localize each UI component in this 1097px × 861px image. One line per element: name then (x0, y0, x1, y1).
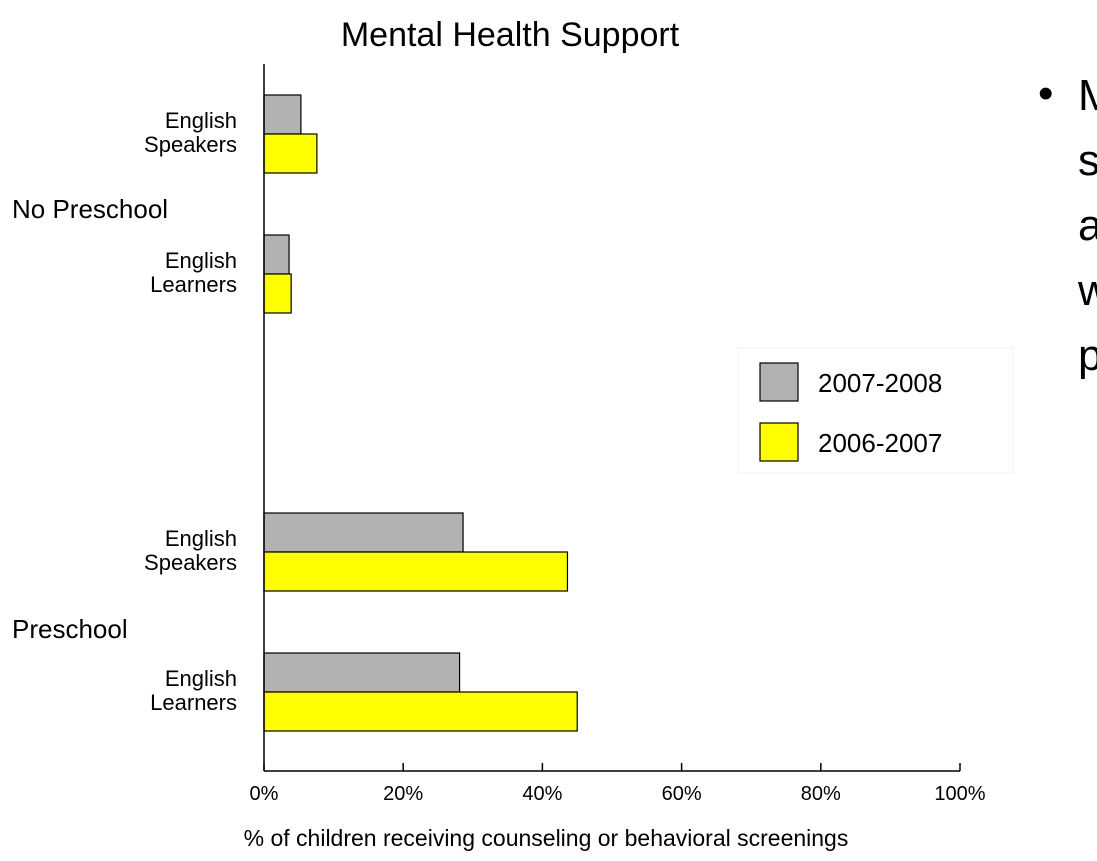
category-label: Speakers (144, 132, 237, 157)
chart-title: Mental Health Support (341, 16, 680, 54)
bar (263, 133, 318, 174)
x-tick-label: 60% (662, 783, 702, 805)
legend: 2007-2008 2006-2007 (737, 347, 1014, 474)
group-label: Preschool (12, 614, 128, 644)
x-tick-label: 80% (801, 783, 841, 805)
category-label: English (165, 666, 237, 691)
legend-label: 2006-2007 (818, 428, 942, 458)
category-label: Learners (150, 690, 237, 715)
x-axis-ticks: 0% 20% 40% 60% 80% 100% (250, 763, 986, 805)
category-label: English (165, 248, 237, 273)
category-label: English (165, 108, 237, 133)
category-label: Speakers (144, 550, 237, 575)
x-tick-label: 40% (522, 783, 562, 805)
side-text-line: s (1078, 136, 1097, 185)
category-label: English (165, 526, 237, 551)
bar (263, 94, 302, 135)
bar (263, 691, 578, 732)
group-labels: No Preschool Preschool (12, 194, 168, 644)
side-text-line: w (1077, 266, 1097, 315)
x-tick-label: 100% (934, 783, 985, 805)
x-tick-label: 0% (250, 783, 279, 805)
side-text-line: a (1078, 201, 1097, 250)
bar (263, 512, 464, 553)
legend-items: 2007-2008 2006-2007 (759, 362, 942, 462)
side-text-line: M (1078, 71, 1097, 120)
bars-layer (263, 94, 578, 732)
category-labels: EnglishSpeakersEnglishLearnersEnglishSpe… (144, 108, 237, 715)
legend-swatch (759, 422, 799, 462)
x-tick-label: 20% (383, 783, 423, 805)
group-label: No Preschool (12, 194, 168, 224)
bar (263, 551, 569, 592)
category-label: Learners (150, 272, 237, 297)
side-text-line: p (1078, 331, 1097, 380)
bullet-glyph: • (1038, 69, 1053, 118)
legend-swatch (759, 362, 799, 402)
bar (263, 652, 461, 693)
bar (263, 234, 290, 275)
x-axis-title: % of children receiving counseling or be… (244, 825, 849, 851)
bar (263, 273, 292, 314)
legend-label: 2007-2008 (818, 368, 942, 398)
